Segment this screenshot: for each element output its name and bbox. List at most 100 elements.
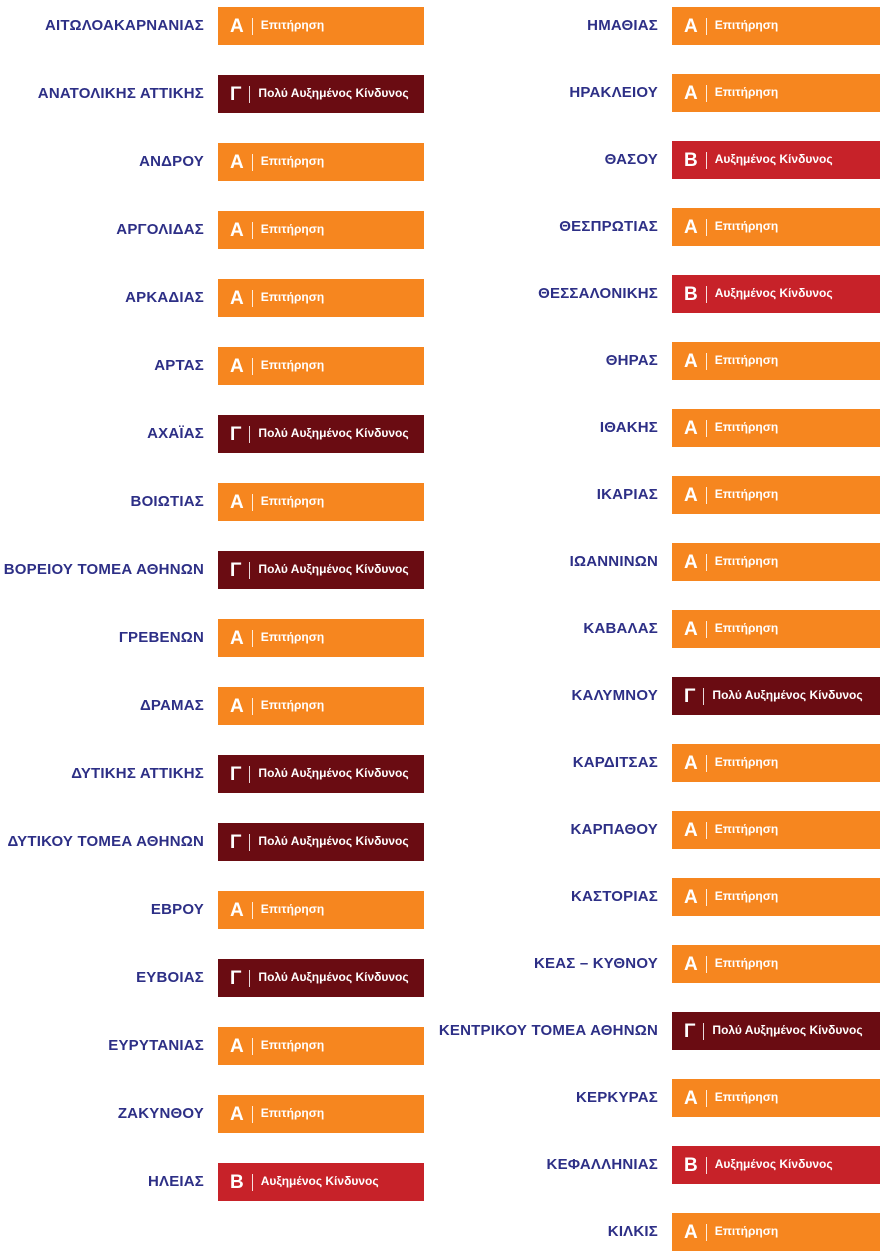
badge-divider-icon (705, 821, 707, 839)
risk-label: Επιτήρηση (260, 18, 325, 33)
risk-label: Επιτήρηση (714, 822, 779, 837)
risk-label: Επιτήρηση (714, 956, 779, 971)
risk-badge: Α Επιτήρηση (672, 342, 880, 380)
region-row: ΔΡΑΜΑΣ Α Επιτήρηση (0, 687, 424, 725)
risk-label: Επιτήρηση (260, 154, 325, 169)
risk-badge: Α Επιτήρηση (672, 74, 880, 112)
region-row: ΘΗΡΑΣ Α Επιτήρηση (424, 342, 880, 380)
region-name: ΚΑΛΥΜΝΟΥ (571, 687, 658, 704)
badge-divider-icon (249, 561, 251, 579)
badge-divider-icon (705, 352, 707, 370)
region-name: ΚΕΡΚΥΡΑΣ (575, 1089, 658, 1106)
risk-letter: Α (684, 417, 698, 439)
risk-label: Επιτήρηση (260, 290, 325, 305)
risk-badge: Α Επιτήρηση (672, 7, 880, 45)
risk-badge: Α Επιτήρηση (672, 945, 880, 983)
risk-label: Επιτήρηση (714, 1090, 779, 1105)
risk-label: Επιτήρηση (714, 219, 779, 234)
region-row: ΔΥΤΙΚΟΥ ΤΟΜΕΑ ΑΘΗΝΩΝ Γ Πολύ Αυξημένος Κίνδ… (0, 823, 424, 861)
risk-label: Επιτήρηση (714, 353, 779, 368)
risk-letter: Α (230, 287, 244, 309)
badge-divider-icon (705, 1089, 707, 1107)
risk-letter: Α (684, 886, 698, 908)
risk-letter: Β (684, 283, 698, 305)
region-row: ΚΑΒΑΛΑΣ Α Επιτήρηση (424, 610, 880, 648)
region-row: ΗΜΑΘΙΑΣ Α Επιτήρηση (424, 7, 880, 45)
risk-letter: Α (684, 82, 698, 104)
risk-badge: Α Επιτήρηση (218, 143, 424, 181)
risk-badge: Β Αυξημένος Κίνδυνος (672, 141, 880, 179)
risk-badge: Β Αυξημένος Κίνδυνος (672, 1146, 880, 1184)
region-row: ΑΝΑΤΟΛΙΚΗΣ ΑΤΤΙΚΗΣ Γ Πολύ Αυξημένος Κίνδυν… (0, 75, 424, 113)
risk-label: Επιτήρηση (260, 1038, 325, 1053)
risk-letter: Α (684, 551, 698, 573)
region-name: ΙΩΑΝΝΙΝΩΝ (569, 553, 658, 570)
risk-label: Πολύ Αυξημένος Κίνδυνος (258, 834, 409, 849)
region-name: ΒΟΡΕΙΟΥ ΤΟΜΕΑ ΑΘΗΝΩΝ (3, 561, 204, 578)
risk-badge: Γ Πολύ Αυξημένος Κίνδυνος (218, 823, 424, 861)
risk-letter: Α (230, 695, 244, 717)
region-name: ΑΡΚΑΔΙΑΣ (125, 289, 204, 306)
region-name: ΕΥΡΥΤΑΝΙΑΣ (108, 1037, 204, 1054)
region-row: ΑΧΑΪΑΣ Γ Πολύ Αυξημένος Κίνδυνος (0, 415, 424, 453)
badge-divider-icon (705, 553, 707, 571)
region-row: ΔΥΤΙΚΗΣ ΑΤΤΙΚΗΣ Γ Πολύ Αυξημένος Κίνδυνος (0, 755, 424, 793)
region-name: ΗΡΑΚΛΕΙΟΥ (569, 84, 658, 101)
risk-badge: Γ Πολύ Αυξημένος Κίνδυνος (218, 75, 424, 113)
risk-letter: Β (684, 1154, 698, 1176)
risk-letter: Α (230, 15, 244, 37)
region-name: ΗΛΕΙΑΣ (147, 1173, 204, 1190)
risk-label: Επιτήρηση (714, 621, 779, 636)
risk-badge: Α Επιτήρηση (218, 279, 424, 317)
risk-letter: Γ (230, 831, 242, 853)
badge-divider-icon (705, 285, 707, 303)
risk-letter: Γ (230, 423, 242, 445)
risk-label: Πολύ Αυξημένος Κίνδυνος (712, 1023, 863, 1038)
risk-badge: Γ Πολύ Αυξημένος Κίνδυνος (218, 755, 424, 793)
badge-divider-icon (705, 17, 707, 35)
region-name: ΔΡΑΜΑΣ (139, 697, 204, 714)
risk-label: Επιτήρηση (714, 755, 779, 770)
risk-badge: Α Επιτήρηση (672, 208, 880, 246)
risk-badge: Α Επιτήρηση (672, 1213, 880, 1251)
risk-letter: Α (230, 491, 244, 513)
badge-divider-icon (705, 419, 707, 437)
region-name: ΑΙΤΩΛΟΑΚΑΡΝΑΝΙΑΣ (45, 17, 204, 34)
region-row: ΙΘΑΚΗΣ Α Επιτήρηση (424, 409, 880, 447)
region-name: ΚΙΛΚΙΣ (607, 1223, 658, 1240)
risk-letter: Α (230, 1103, 244, 1125)
region-name: ΙΘΑΚΗΣ (599, 419, 658, 436)
risk-letter: Α (684, 216, 698, 238)
badge-divider-icon (703, 1022, 705, 1040)
risk-label: Αυξημένος Κίνδυνος (714, 1157, 833, 1172)
risk-label: Πολύ Αυξημένος Κίνδυνος (258, 766, 409, 781)
risk-badge: Α Επιτήρηση (218, 211, 424, 249)
badge-divider-icon (705, 754, 707, 772)
region-name: ΘΕΣΣΑΛΟΝΙΚΗΣ (538, 285, 658, 302)
region-name: ΒΟΙΩΤΙΑΣ (130, 493, 204, 510)
risk-label: Επιτήρηση (714, 1224, 779, 1239)
region-row: ΚΑΣΤΟΡΙΑΣ Α Επιτήρηση (424, 878, 880, 916)
risk-letter: Α (230, 1035, 244, 1057)
risk-letter: Γ (230, 967, 242, 989)
region-name: ΚΑΣΤΟΡΙΑΣ (570, 888, 658, 905)
risk-label: Επιτήρηση (714, 420, 779, 435)
risk-badge: Β Αυξημένος Κίνδυνος (218, 1163, 424, 1201)
risk-letter: Γ (230, 559, 242, 581)
region-row: ΙΩΑΝΝΙΝΩΝ Α Επιτήρηση (424, 543, 880, 581)
region-name: ΑΡΓΟΛΙΔΑΣ (116, 221, 204, 238)
risk-badge: Γ Πολύ Αυξημένος Κίνδυνος (672, 1012, 880, 1050)
region-row: ΗΛΕΙΑΣ Β Αυξημένος Κίνδυνος (0, 1163, 424, 1201)
badge-divider-icon (705, 218, 707, 236)
region-row: ΕΥΡΥΤΑΝΙΑΣ Α Επιτήρηση (0, 1027, 424, 1065)
risk-label: Επιτήρηση (260, 494, 325, 509)
region-name: ΚΑΒΑΛΑΣ (583, 620, 658, 637)
region-row: ΑΙΤΩΛΟΑΚΑΡΝΑΝΙΑΣ Α Επιτήρηση (0, 7, 424, 45)
badge-divider-icon (705, 1156, 707, 1174)
badge-divider-icon (705, 620, 707, 638)
risk-label: Πολύ Αυξημένος Κίνδυνος (712, 688, 863, 703)
risk-badge: Α Επιτήρηση (218, 7, 424, 45)
region-row: ΚΑΡΔΙΤΣΑΣ Α Επιτήρηση (424, 744, 880, 782)
region-row: ΒΟΙΩΤΙΑΣ Α Επιτήρηση (0, 483, 424, 521)
region-row: ΚΕΡΚΥΡΑΣ Α Επιτήρηση (424, 1079, 880, 1117)
